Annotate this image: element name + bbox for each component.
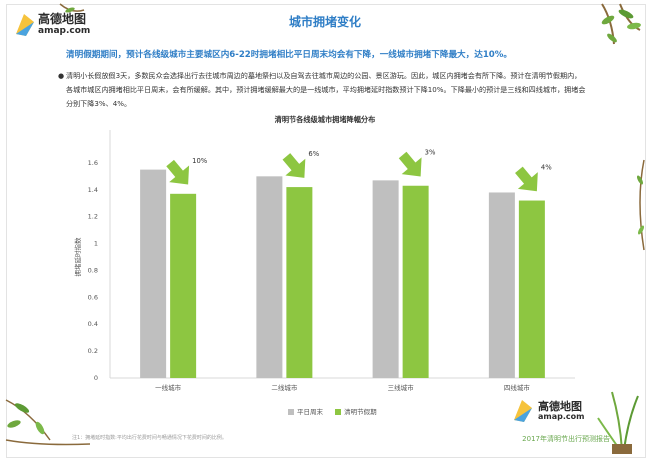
legend-item-holiday: 清明节假期 <box>335 408 377 416</box>
annotation-label: 4% <box>541 164 552 172</box>
annotation-label: 10% <box>192 157 208 165</box>
y-tick-label: 1.6 <box>88 159 98 167</box>
chart-title: 清明节各线级城市拥堵降幅分布 <box>274 115 376 124</box>
brand-logo: 高德地图 amap.com <box>14 10 90 44</box>
amap-logo-icon <box>16 14 34 36</box>
down-arrow-icon <box>166 159 190 185</box>
annotation-label: 6% <box>308 150 319 158</box>
body-text: 清明小长假放假3天，多数民众会选择出行去往城市周边的墓地祭扫以及自驾去往城市周边… <box>66 71 586 108</box>
y-tick-label: 0.6 <box>88 293 98 301</box>
y-tick-label: 0.4 <box>88 320 98 328</box>
down-arrow-icon <box>515 166 538 192</box>
logo-text-en: amap.com <box>38 26 91 36</box>
bar-weekday <box>256 176 283 378</box>
headline: 清明假期期间，预计各线级城市主要城区内6-22时拥堵相比平日周末均会有下降，一线… <box>66 50 512 60</box>
x-tick-label: 二线城市 <box>271 383 298 392</box>
down-arrow-icon <box>398 151 422 177</box>
logo-text-cn: 高德地图 <box>38 12 87 26</box>
body-paragraph: ● 清明小长假放假3天，多数民众会选择出行去往城市周边的墓地祭扫以及自驾去往城市… <box>58 69 586 111</box>
page-title: 城市拥堵变化 <box>288 15 361 29</box>
brand-logo-bottom: 高德地图 amap.com <box>512 398 602 428</box>
y-axis-label: 拥堵延时指数 <box>73 237 82 277</box>
y-tick-label: 0.8 <box>88 266 98 274</box>
y-tick-label: 1.2 <box>88 213 98 221</box>
legend-swatch-gray <box>288 409 294 415</box>
y-tick-label: 0 <box>94 374 98 382</box>
x-tick-label: 四线城市 <box>504 383 531 392</box>
legend-item-weekday: 平日周末 <box>288 408 325 416</box>
bar-weekday <box>488 192 515 378</box>
bullet-icon: ● <box>58 72 65 80</box>
chart-legend: 平日周末 清明节假期 <box>288 406 387 416</box>
y-tick-label: 1 <box>94 240 98 248</box>
legend-label-holiday: 清明节假期 <box>344 408 377 416</box>
annotation-label: 3% <box>425 149 436 157</box>
down-arrow-icon <box>282 153 306 178</box>
bar-holiday <box>402 185 429 378</box>
amap-logo-icon <box>514 400 532 422</box>
y-tick-label: 0.2 <box>88 347 98 355</box>
logo-bottom-text-en: amap.com <box>538 412 585 421</box>
bar-holiday <box>518 200 545 378</box>
x-tick-label: 一线城市 <box>155 383 182 392</box>
logo-bottom-text-cn: 高德地图 <box>538 400 582 413</box>
bar-weekday <box>372 180 399 378</box>
bar-weekday <box>140 169 167 378</box>
footnote: 注1：拥堵延时指数:平均出行花费时间与畅通情况下花费时间的比例。 <box>72 435 227 441</box>
bar-holiday <box>286 187 313 378</box>
x-tick-label: 三线城市 <box>388 383 415 392</box>
bar-holiday <box>170 193 197 378</box>
report-footer: 2017年清明节出行预测报告 <box>522 435 610 443</box>
y-tick-label: 1.4 <box>88 186 98 194</box>
legend-label-weekday: 平日周末 <box>297 408 323 416</box>
legend-swatch-green <box>335 409 342 415</box>
